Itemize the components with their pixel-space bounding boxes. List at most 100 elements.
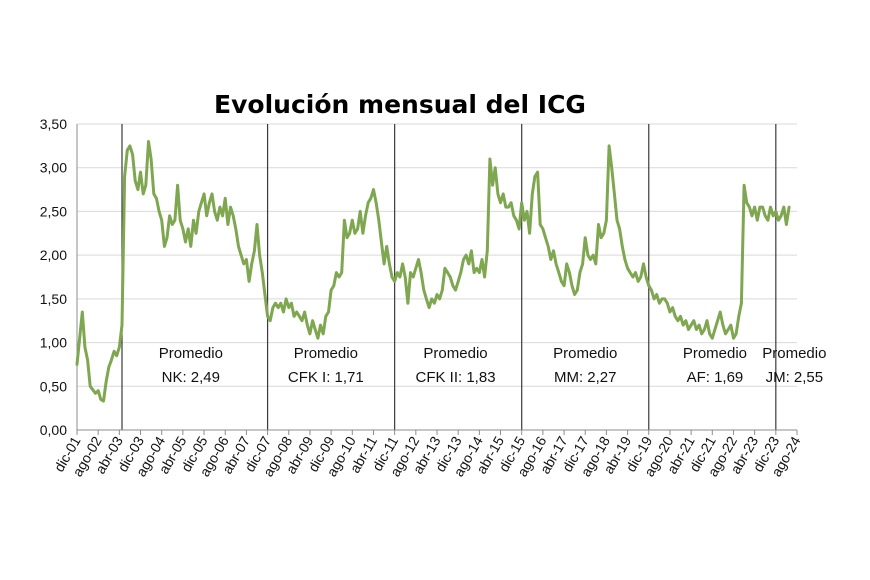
data-point <box>679 315 682 318</box>
data-point <box>761 206 764 208</box>
data-point <box>351 219 354 221</box>
data-point <box>306 324 309 326</box>
data-point <box>335 271 338 274</box>
data-point <box>139 171 142 173</box>
data-point <box>243 263 245 265</box>
data-point <box>134 180 136 182</box>
data-point <box>603 232 605 235</box>
data-point <box>539 223 541 226</box>
period-average-label: MM: 2,27 <box>554 369 617 386</box>
data-point <box>454 289 457 291</box>
data-point <box>436 293 438 296</box>
data-point <box>250 263 253 265</box>
data-point <box>126 149 129 151</box>
data-point <box>428 306 430 309</box>
data-point <box>86 359 89 361</box>
data-point <box>364 215 367 217</box>
data-point <box>282 311 285 313</box>
data-point <box>142 193 144 195</box>
data-point <box>118 346 121 348</box>
data-point <box>502 193 505 195</box>
data-point <box>658 302 661 305</box>
data-point <box>563 284 565 287</box>
data-point <box>221 215 224 217</box>
data-point <box>89 385 91 388</box>
data-point <box>399 276 401 278</box>
data-point <box>708 333 711 335</box>
data-point <box>153 193 155 195</box>
data-point <box>642 263 645 265</box>
data-point <box>756 219 759 221</box>
data-point <box>81 311 84 313</box>
data-point <box>523 219 526 221</box>
data-point <box>674 315 676 318</box>
y-tick-label: 0,50 <box>40 378 67 394</box>
data-point <box>700 333 703 335</box>
data-point <box>685 319 687 322</box>
data-point <box>624 258 626 261</box>
axes <box>76 124 797 431</box>
data-point <box>751 215 753 217</box>
data-point <box>732 337 735 340</box>
data-point <box>348 232 351 235</box>
data-point <box>745 201 748 204</box>
data-point <box>690 324 692 326</box>
data-point <box>621 245 624 248</box>
data-point <box>457 280 460 283</box>
data-point <box>565 263 568 265</box>
data-point <box>412 276 415 278</box>
data-point <box>137 188 139 191</box>
data-point <box>481 258 483 261</box>
data-point <box>716 319 719 322</box>
data-point <box>759 206 761 208</box>
data-point <box>595 263 597 265</box>
data-point <box>290 302 293 305</box>
data-point <box>280 302 282 305</box>
data-point <box>785 223 788 226</box>
data-point <box>489 158 491 160</box>
data-point <box>211 193 213 195</box>
data-point <box>311 319 314 322</box>
data-point <box>693 319 695 322</box>
data-point <box>616 219 618 221</box>
data-point <box>587 254 589 256</box>
data-point <box>645 276 647 278</box>
data-point <box>235 228 237 230</box>
data-point <box>743 184 745 186</box>
data-point <box>576 289 579 291</box>
data-point <box>634 271 637 274</box>
data-point <box>380 241 383 243</box>
period-average-label: Promedio <box>159 345 223 362</box>
data-point <box>505 206 507 208</box>
data-point <box>711 337 714 340</box>
data-point <box>333 284 335 287</box>
y-tick-label: 2,00 <box>40 247 67 263</box>
data-point <box>245 258 248 261</box>
data-point <box>229 206 232 208</box>
data-point <box>486 250 489 252</box>
data-point <box>182 228 184 230</box>
data-point <box>396 271 399 274</box>
period-average-label: Promedio <box>423 345 487 362</box>
data-point <box>372 188 375 191</box>
data-point <box>608 145 610 147</box>
data-point <box>269 319 272 322</box>
data-point <box>526 210 528 213</box>
data-point <box>338 276 340 278</box>
data-point <box>544 236 547 239</box>
data-point <box>129 145 131 147</box>
data-point <box>288 306 290 309</box>
period-annotations: Promedio NK: 2,49 Promedio CFK I: 1,71 Prome… <box>159 345 827 386</box>
data-point <box>415 267 417 270</box>
data-point <box>783 206 785 208</box>
data-point <box>115 354 118 357</box>
data-point <box>327 311 330 313</box>
data-point <box>367 201 370 204</box>
data-point <box>719 311 721 313</box>
data-point <box>309 333 311 335</box>
data-point <box>330 289 332 291</box>
data-point <box>261 271 264 274</box>
data-point <box>663 298 666 300</box>
data-point <box>610 166 613 169</box>
data-point <box>703 328 706 331</box>
